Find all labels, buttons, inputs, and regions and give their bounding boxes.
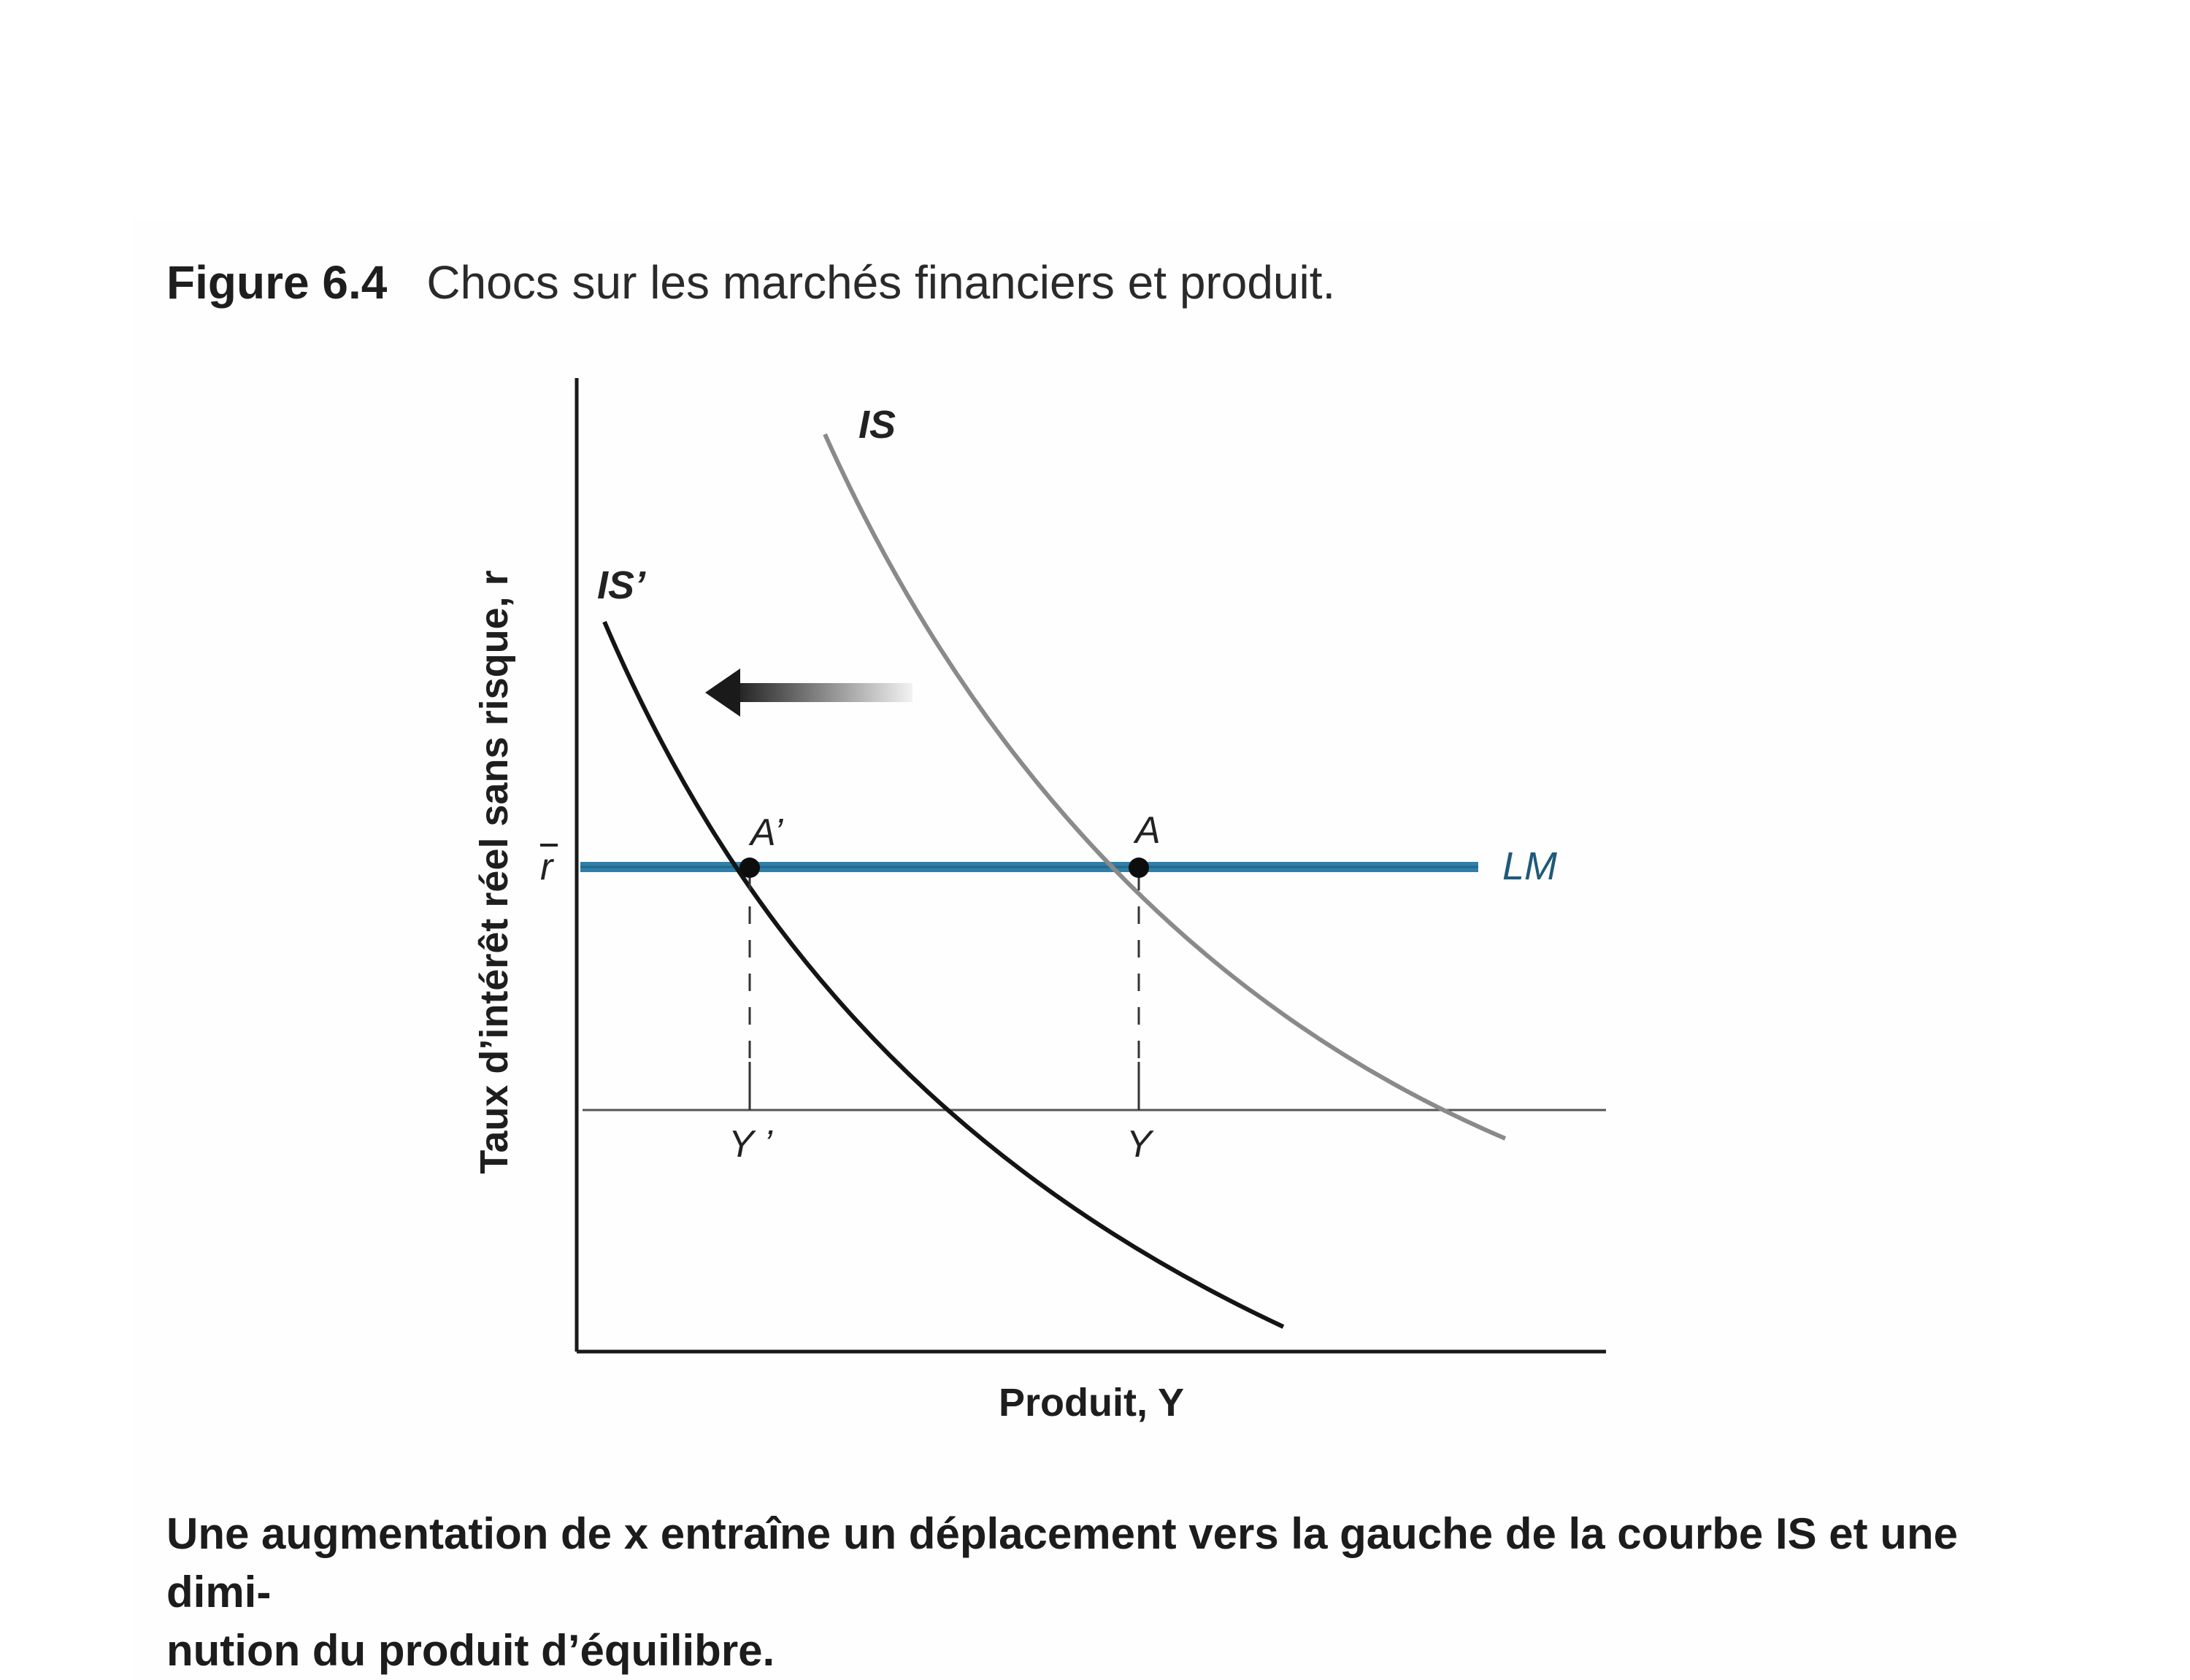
caption-line-2: nution du produit d’équilibre. xyxy=(166,1626,775,1675)
figure-title: Figure 6.4 Chocs sur les marchés financie… xyxy=(166,255,1335,309)
y-prime-tick-label: Y ’ xyxy=(729,1123,773,1165)
y-axis-label: Taux d’intérêt réel sans risque, r xyxy=(472,570,516,1174)
figure-caption: Une augmentation de x entraîne un déplac… xyxy=(166,1505,2006,1680)
is-prime-curve xyxy=(602,620,1285,1329)
x-axis-label: Produit, Y xyxy=(999,1381,1184,1425)
caption-line-1: Une augmentation de x entraîne un déplac… xyxy=(166,1509,1958,1617)
page-panel xyxy=(131,219,2000,1679)
figure-number: Figure 6.4 xyxy=(166,256,388,309)
is-prime-label: IS’ xyxy=(597,563,646,607)
is-label: IS xyxy=(858,403,896,447)
point-a-label: A xyxy=(1133,809,1161,852)
point-a-prime xyxy=(739,858,760,878)
lm-label: LM xyxy=(1502,844,1557,888)
shift-arrow-head xyxy=(705,668,740,717)
point-a xyxy=(1129,858,1149,878)
r-bar-label: r xyxy=(540,846,555,888)
point-a-prime-label: A’ xyxy=(748,812,784,854)
figure-title-text: Chocs sur les marchés financiers et prod… xyxy=(426,256,1336,309)
is-curve xyxy=(823,433,1507,1141)
y-tick-label: Y xyxy=(1126,1123,1154,1165)
shift-arrow-shaft xyxy=(730,683,912,702)
